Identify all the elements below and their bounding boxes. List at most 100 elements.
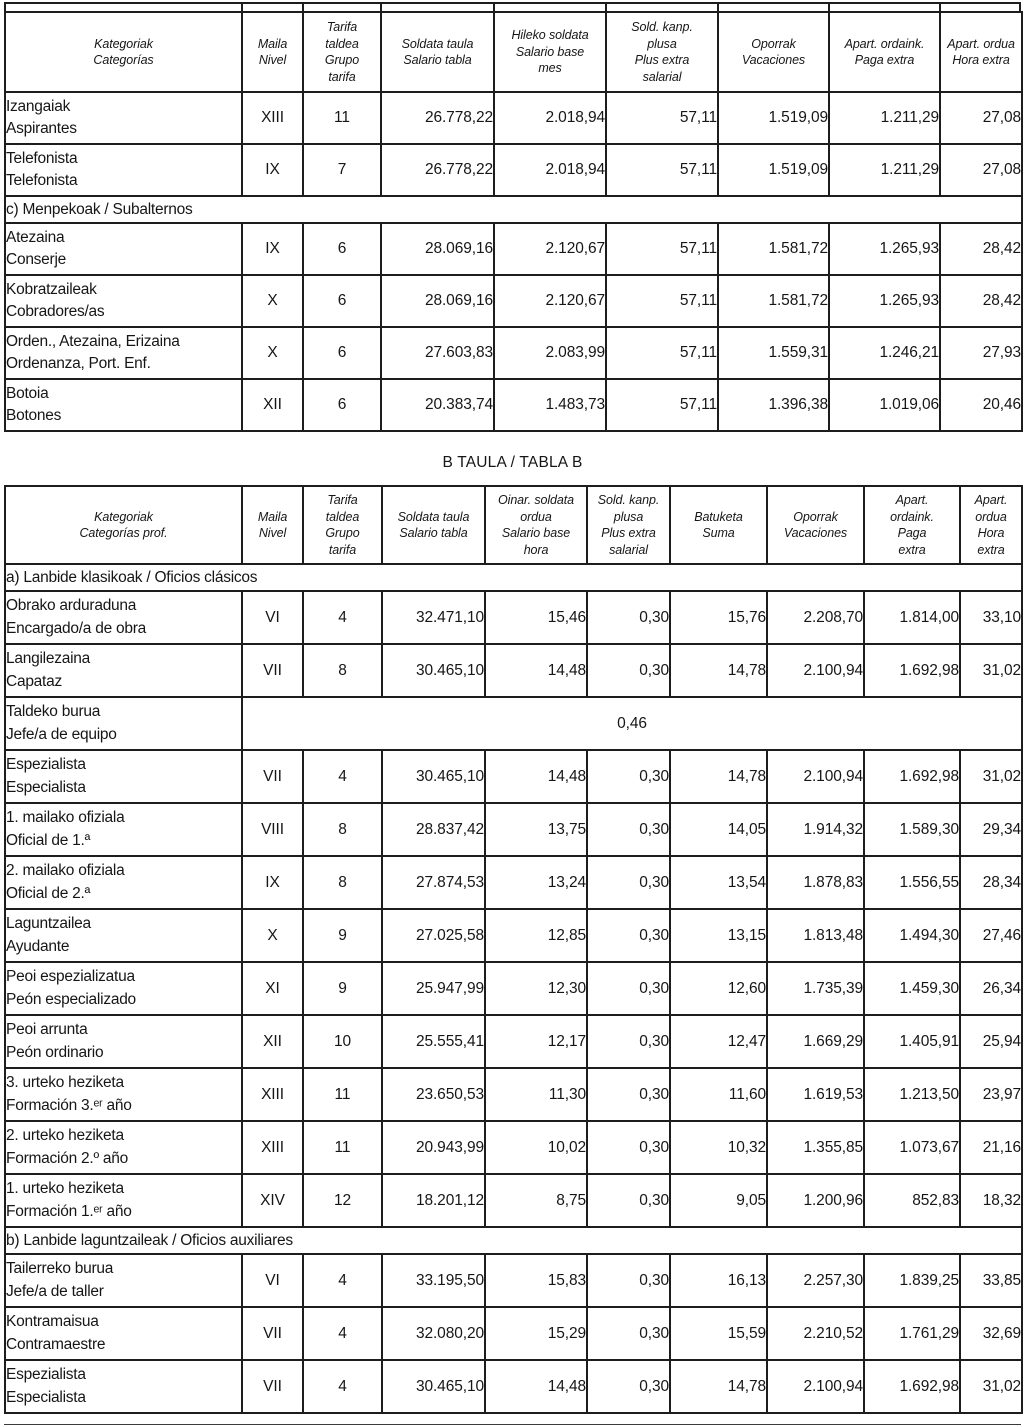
header-cell: Oporrak Vacaciones [717, 11, 830, 93]
level-cell: XII [241, 1014, 304, 1069]
amount-cell: 2.018,94 [493, 91, 607, 145]
amount-cell: 1.246,21 [828, 326, 941, 380]
level-cell: 9 [302, 961, 383, 1016]
amount-cell: 2.100,94 [766, 643, 865, 698]
header-cell: Apart. ordaink. Paga extra [828, 11, 941, 93]
level-cell: 7 [302, 143, 382, 197]
header-cell: Soldata taula Salario tabla [381, 485, 486, 565]
amount-cell: 14,78 [669, 643, 768, 698]
amount-cell: 12,47 [669, 1014, 768, 1069]
category-cell: Peoi espezializatua Peón especializado [4, 961, 243, 1016]
header-cell: Maila Nivel [241, 485, 304, 565]
amount-cell: 33.195,50 [381, 1253, 486, 1308]
level-cell: 4 [302, 749, 383, 804]
amount-cell: 26,34 [959, 961, 1023, 1016]
header-cell: Kategoriak Categorías [4, 11, 243, 93]
category-cell: Laguntzailea Ayudante [4, 908, 243, 963]
header-cell: Batuketa Suma [669, 485, 768, 565]
amount-cell: 1.669,29 [766, 1014, 865, 1069]
amount-cell: 15,29 [484, 1306, 588, 1361]
amount-cell: 28,34 [959, 855, 1023, 910]
category-cell: Tailerreko burua Jefe/a de taller [4, 1253, 243, 1308]
amount-cell: 15,46 [484, 590, 588, 645]
amount-cell: 15,83 [484, 1253, 588, 1308]
amount-cell: 27,08 [939, 143, 1023, 197]
amount-cell: 1.619,53 [766, 1067, 865, 1122]
amount-cell: 8,75 [484, 1173, 588, 1228]
level-cell: IX [241, 143, 304, 197]
header-cell: Tarifa taldea Grupo tarifa [302, 485, 383, 565]
table-row: 1. urteko heziketa Formación 1.ᵉʳ año XIV… [4, 1173, 1023, 1228]
amount-cell: 15,59 [669, 1306, 768, 1361]
amount-cell: 1.213,50 [863, 1067, 961, 1122]
header-cell: Tarifa taldea Grupo tarifa [302, 11, 382, 93]
amount-cell: 20,46 [939, 378, 1023, 432]
table-row: Izangaiak Aspirantes XIII 11 26.778,22 2.018… [4, 91, 1023, 145]
amount-cell: 1.589,30 [863, 802, 961, 857]
amount-cell: 2.210,52 [766, 1306, 865, 1361]
category-cell: Peoi arrunta Peón ordinario [4, 1014, 243, 1069]
amount-cell: 18,32 [959, 1173, 1023, 1228]
amount-cell: 1.559,31 [717, 326, 830, 380]
amount-cell: 12,60 [669, 961, 768, 1016]
amount-cell: 28.069,16 [380, 222, 495, 276]
amount-cell: 1.581,72 [717, 274, 830, 328]
table-row: Orden., Atezaina, Erizaina Ordenanza, Po… [4, 326, 1023, 380]
amount-cell: 14,78 [669, 1359, 768, 1414]
amount-cell: 14,48 [484, 643, 588, 698]
level-cell: 6 [302, 326, 382, 380]
table-row: Espezialista Especialista VII 4 30.465,10 14… [4, 1359, 1023, 1414]
amount-cell: 1.483,73 [493, 378, 607, 432]
table-row: 2. urteko heziketa Formación 2.º año XIII… [4, 1120, 1023, 1175]
level-cell: 8 [302, 643, 383, 698]
level-cell: IX [241, 855, 304, 910]
amount-cell: 0,30 [586, 802, 671, 857]
level-cell: X [241, 326, 304, 380]
amount-cell: 29,34 [959, 802, 1023, 857]
section-label: a) Lanbide klasikoak / Oficios clásicos [4, 563, 1023, 592]
amount-cell: 2.120,67 [493, 274, 607, 328]
amount-cell: 28.837,42 [381, 802, 486, 857]
level-cell: VI [241, 590, 304, 645]
amount-cell: 26.778,22 [380, 91, 495, 145]
category-cell: 2. urteko heziketa Formación 2.º año [4, 1120, 243, 1175]
amount-cell: 26.778,22 [380, 143, 495, 197]
amount-cell: 32.471,10 [381, 590, 486, 645]
level-cell: X [241, 908, 304, 963]
amount-cell: 27,46 [959, 908, 1023, 963]
header-cell: Apart. ordua Hora extra [939, 11, 1023, 93]
top-cutoff-column-stub [241, 2, 243, 11]
amount-cell: 27.603,83 [380, 326, 495, 380]
amount-cell: 12,85 [484, 908, 588, 963]
amount-cell: 0,30 [586, 855, 671, 910]
table-row: Atezaina Conserje IX 6 28.069,16 2.120,67 57,… [4, 222, 1023, 276]
amount-cell: 1.761,29 [863, 1306, 961, 1361]
level-cell: XIV [241, 1173, 304, 1228]
amount-cell: 32,69 [959, 1306, 1023, 1361]
header-row: Kategoriak Categorías prof. Maila Nivel Ta… [4, 485, 1023, 565]
amount-cell: 11,60 [669, 1067, 768, 1122]
amount-cell: 12,30 [484, 961, 588, 1016]
amount-cell: 33,10 [959, 590, 1023, 645]
amount-cell: 13,54 [669, 855, 768, 910]
amount-cell: 14,48 [484, 1359, 588, 1414]
amount-cell: 57,11 [605, 378, 719, 432]
amount-cell: 27.025,58 [381, 908, 486, 963]
level-cell: IX [241, 222, 304, 276]
level-cell: 8 [302, 855, 383, 910]
amount-cell: 0,30 [586, 749, 671, 804]
amount-cell: 0,30 [586, 590, 671, 645]
amount-cell: 1.519,09 [717, 143, 830, 197]
amount-cell: 31,02 [959, 643, 1023, 698]
header-row: Kategoriak Categorías Maila Nivel Tarifa t… [4, 11, 1023, 93]
amount-cell: 57,11 [605, 222, 719, 276]
level-cell: 6 [302, 378, 382, 432]
section-row: c) Menpekoak / Subalternos [4, 195, 1023, 224]
category-cell: Obrako arduraduna Encargado/a de obra [4, 590, 243, 645]
amount-cell: 15,76 [669, 590, 768, 645]
amount-cell: 1.494,30 [863, 908, 961, 963]
top-cutoff-column-stub [493, 2, 495, 11]
amount-cell: 10,32 [669, 1120, 768, 1175]
header-cell: Apart. ordaink. Paga extra [863, 485, 961, 565]
